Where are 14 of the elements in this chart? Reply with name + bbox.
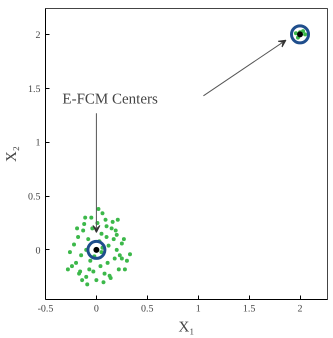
annotation: E-FCM Centers — [62, 91, 158, 108]
x-tick-label: 1.5 — [242, 304, 256, 314]
y-axis-title: X₂ — [4, 146, 20, 162]
x-tick-label: 1 — [196, 304, 201, 314]
x-axis-title: X₁ — [178, 320, 195, 336]
x-tick-label: 0.5 — [141, 304, 154, 314]
y-tick-label: 0 — [36, 245, 40, 256]
y-tick-label: 2 — [36, 30, 40, 41]
y-tick-label: 0.5 — [28, 192, 40, 203]
x-tick-label: 0 — [94, 304, 99, 314]
x-tick-label: -0.5 — [38, 304, 54, 314]
y-tick-label: 1 — [36, 138, 40, 149]
x-tick-label: 2 — [298, 304, 303, 314]
y-tick-label: 1.5 — [28, 84, 40, 95]
